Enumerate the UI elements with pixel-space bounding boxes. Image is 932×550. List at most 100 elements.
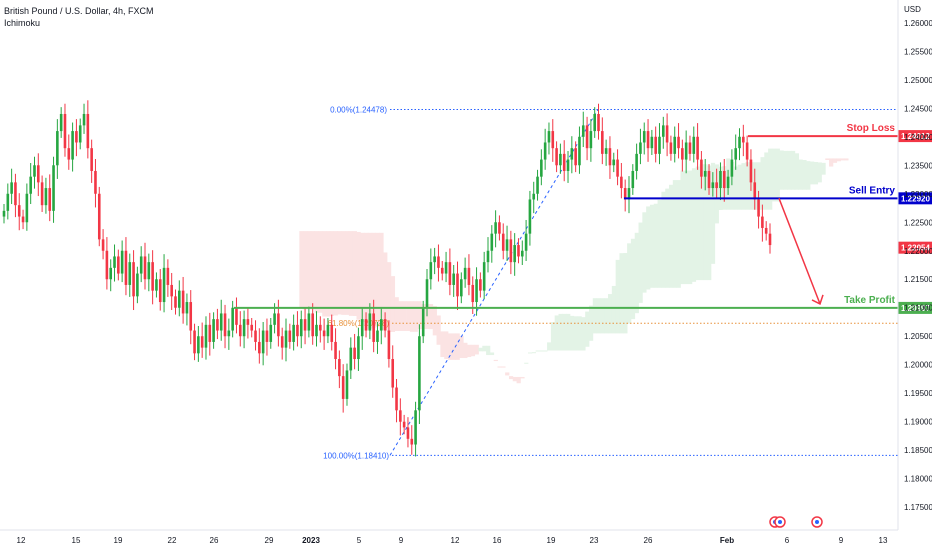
cloud-segment: [387, 262, 392, 332]
cloud-segment: [459, 335, 464, 359]
candle-body: [429, 262, 433, 280]
candle-body: [494, 222, 497, 234]
cloud-segment: [409, 301, 415, 332]
cloud-segment: [444, 331, 449, 360]
candle-body: [444, 262, 448, 274]
cloud-segment: [585, 311, 590, 347]
x-tick-label: 9: [839, 536, 844, 545]
cloud-segment: [329, 231, 335, 317]
candle-body: [311, 313, 314, 337]
cloud-segment: [596, 298, 601, 334]
candle-body: [101, 239, 105, 251]
candle-body: [349, 347, 353, 371]
cloud-segment: [398, 301, 403, 331]
cloud-segment: [630, 238, 636, 320]
candle-body: [726, 176, 730, 189]
cloud-segment: [516, 376, 521, 384]
x-tick-label: 16: [493, 536, 502, 545]
price-tag-label: 1.22920: [901, 194, 930, 203]
cloud-segment: [520, 376, 525, 379]
candle-body: [520, 250, 524, 257]
candle-body: [578, 136, 581, 166]
candle-body: [189, 302, 193, 331]
cloud-segment: [733, 166, 739, 210]
x-tick-label: 22: [168, 536, 177, 545]
candle-body: [684, 142, 688, 160]
y-tick-label: 1.20000: [904, 361, 932, 370]
candle-body: [261, 330, 265, 354]
candle-body: [36, 165, 40, 183]
ichimoku-cloud: [299, 148, 849, 384]
candle-body: [105, 250, 109, 280]
candle-body: [536, 176, 539, 194]
cloud-segment: [314, 231, 319, 313]
candle-body: [501, 233, 505, 251]
candle-body: [402, 421, 406, 428]
y-tick-label: 1.25500: [904, 47, 932, 56]
candle-body: [761, 216, 764, 228]
cloud-segment: [535, 350, 540, 352]
candle-body: [52, 165, 55, 211]
fib-label: 61.80%(1.20728): [328, 319, 390, 328]
candle-body: [650, 136, 654, 149]
candle-body: [627, 188, 631, 200]
x-tick-label: Feb: [720, 536, 734, 545]
cloud-segment: [688, 170, 693, 285]
candle-body: [78, 125, 82, 143]
candle-body: [505, 239, 509, 251]
cloud-segment: [680, 170, 685, 285]
cloud-segment: [550, 322, 556, 351]
candle-body: [532, 193, 536, 200]
candle-body: [372, 313, 375, 342]
cloud-segment: [684, 170, 689, 285]
cloud-segment: [554, 315, 559, 351]
candle-body: [410, 438, 414, 445]
candle-body: [742, 136, 745, 143]
candle-body: [467, 267, 471, 285]
cloud-segment: [623, 253, 628, 334]
candle-body: [517, 245, 520, 257]
cloud-segment: [817, 162, 822, 183]
candle-body: [158, 279, 162, 303]
candle-body: [124, 250, 128, 285]
candle-body: [330, 324, 334, 342]
candle-body: [722, 170, 726, 189]
candle-body: [604, 148, 608, 154]
cloud-segment: [695, 166, 700, 281]
cloud-segment: [467, 344, 472, 358]
price-tag: [898, 192, 932, 205]
candle-body: [486, 250, 490, 263]
y-tick-label: 1.19000: [904, 418, 932, 427]
x-tick-label: 9: [399, 536, 404, 545]
cloud-segment: [627, 243, 632, 324]
candle-body: [452, 273, 455, 285]
candle-body: [490, 233, 494, 251]
y-tick-label: 1.17500: [904, 503, 932, 512]
candle-body: [399, 410, 402, 422]
candle-body: [25, 193, 29, 223]
candle-body: [654, 136, 657, 154]
candle-body: [635, 153, 638, 171]
candle-body: [753, 182, 757, 200]
candle-body: [612, 159, 616, 166]
cloud-segment: [322, 231, 327, 317]
candle-body: [151, 262, 154, 291]
cloud-segment: [493, 359, 498, 362]
candle-body: [581, 125, 585, 137]
cloud-segment: [318, 231, 323, 313]
cloud-segment: [691, 168, 697, 282]
candle-body: [90, 148, 93, 171]
candle-body: [223, 313, 227, 337]
candle-body: [277, 313, 280, 337]
cloud-segment: [611, 285, 617, 334]
currency-label: USD: [904, 5, 921, 14]
cloud-segment: [356, 231, 361, 320]
candle-body: [376, 330, 379, 342]
candle-body: [193, 330, 196, 354]
cloud-segment: [486, 345, 491, 356]
candle-body: [63, 113, 67, 149]
cloud-segment: [367, 232, 373, 329]
candle-body: [551, 131, 555, 149]
cloud-segment: [737, 164, 742, 210]
